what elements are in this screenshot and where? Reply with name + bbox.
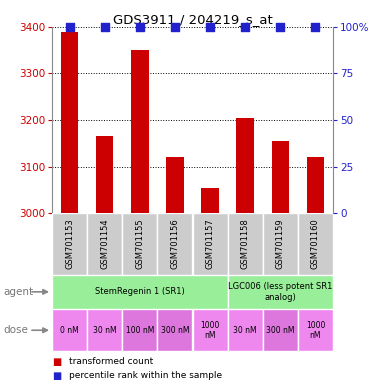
Text: percentile rank within the sample: percentile rank within the sample — [69, 371, 223, 380]
Bar — [61, 31, 78, 213]
Text: GSM701158: GSM701158 — [241, 218, 250, 269]
Text: 300 nM: 300 nM — [161, 326, 189, 335]
Bar — [298, 309, 333, 351]
Bar — [157, 213, 192, 275]
Bar — [52, 275, 228, 309]
Text: transformed count: transformed count — [69, 357, 154, 366]
Text: agent: agent — [4, 287, 34, 297]
Point — [312, 24, 318, 30]
Point — [172, 24, 178, 30]
Bar — [96, 136, 114, 213]
Text: GSM701157: GSM701157 — [206, 218, 214, 269]
Text: ■: ■ — [52, 357, 61, 367]
Bar — [236, 118, 254, 213]
Text: 30 nM: 30 nM — [93, 326, 117, 335]
Bar — [263, 213, 298, 275]
Point — [102, 24, 108, 30]
Bar — [131, 50, 149, 213]
Bar — [122, 309, 157, 351]
Text: 1000
nM: 1000 nM — [200, 321, 220, 340]
Point — [67, 24, 73, 30]
Bar — [307, 157, 324, 213]
Text: GSM701154: GSM701154 — [100, 218, 109, 269]
Text: 300 nM: 300 nM — [266, 326, 295, 335]
Text: ■: ■ — [52, 371, 61, 381]
Text: 100 nM: 100 nM — [126, 326, 154, 335]
Bar — [228, 275, 333, 309]
Text: LGC006 (less potent SR1
analog): LGC006 (less potent SR1 analog) — [228, 282, 333, 301]
Bar — [192, 213, 228, 275]
Bar — [298, 213, 333, 275]
Text: GSM701160: GSM701160 — [311, 218, 320, 269]
Point — [137, 24, 143, 30]
Bar — [87, 309, 122, 351]
Text: GSM701153: GSM701153 — [65, 218, 74, 269]
Bar — [228, 309, 263, 351]
Text: 0 nM: 0 nM — [60, 326, 79, 335]
Text: 30 nM: 30 nM — [233, 326, 257, 335]
Text: GSM701159: GSM701159 — [276, 218, 285, 269]
Point — [277, 24, 283, 30]
Bar — [228, 213, 263, 275]
Bar — [52, 309, 87, 351]
Text: StemRegenin 1 (SR1): StemRegenin 1 (SR1) — [95, 287, 185, 296]
Title: GDS3911 / 204219_s_at: GDS3911 / 204219_s_at — [113, 13, 272, 26]
Bar — [87, 213, 122, 275]
Text: 1000
nM: 1000 nM — [306, 321, 325, 340]
Bar — [157, 309, 192, 351]
Point — [207, 24, 213, 30]
Bar — [271, 141, 289, 213]
Bar — [166, 157, 184, 213]
Bar — [52, 213, 87, 275]
Text: dose: dose — [4, 325, 29, 335]
Bar — [263, 309, 298, 351]
Bar — [201, 187, 219, 213]
Bar — [192, 309, 228, 351]
Text: GSM701155: GSM701155 — [135, 218, 144, 269]
Bar — [122, 213, 157, 275]
Text: GSM701156: GSM701156 — [171, 218, 179, 269]
Point — [242, 24, 248, 30]
